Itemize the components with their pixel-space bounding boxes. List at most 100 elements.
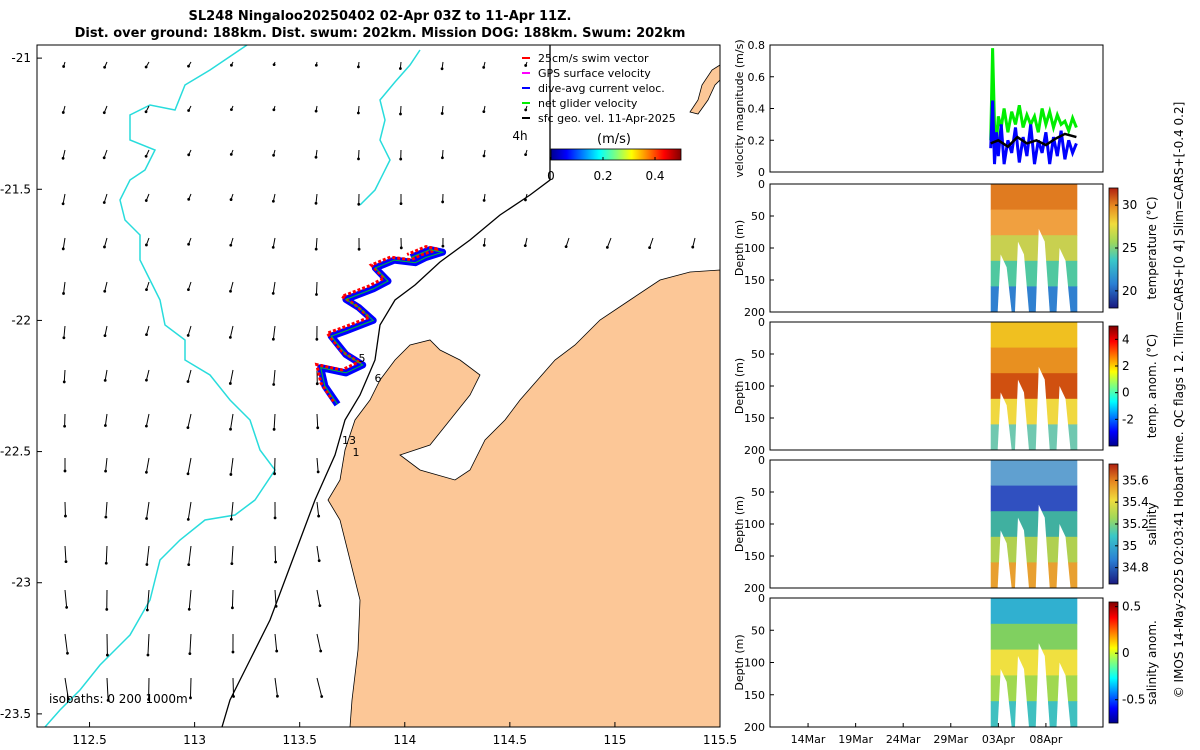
geo-vector-head	[61, 247, 65, 251]
colorbar-tick-label: -2	[1122, 412, 1134, 426]
geo-vector-head	[145, 563, 149, 566]
depth-tick-label: 200	[744, 306, 765, 319]
geo-vector-head	[186, 518, 190, 521]
colorbar-tick-label: 0.2	[593, 169, 612, 183]
geo-vector-arrow	[62, 193, 66, 204]
geo-vector-head	[229, 517, 233, 521]
colorbar-tick-label: 2	[1122, 359, 1130, 373]
map-x-tick-label: 113	[183, 733, 206, 747]
geo-vector-head	[61, 202, 65, 206]
section-data-gap	[1056, 524, 1071, 588]
geo-vector-head	[441, 200, 445, 204]
geo-vector-arrow	[187, 413, 192, 428]
section-data-band	[990, 184, 1078, 211]
geo-vector-arrow	[189, 633, 192, 654]
geo-vector-arrow	[62, 149, 66, 159]
depth-tick-label: 150	[744, 412, 765, 425]
velocity-series-line	[990, 132, 1077, 149]
geo-vector-arrow	[103, 237, 108, 248]
geo-vector-head	[187, 288, 190, 291]
geo-vector-head	[314, 247, 318, 251]
legend-entry: net glider velocity	[538, 97, 638, 110]
geo-vector-head	[276, 694, 279, 698]
geo-vector-arrow	[229, 325, 234, 338]
geo-vector-head	[399, 112, 402, 116]
geo-vector-head	[103, 334, 107, 338]
geo-vector-arrow	[64, 589, 68, 608]
section-data-gap	[1035, 504, 1050, 588]
depth-axis-label: Depth (m)	[733, 634, 746, 690]
section-variable-label: temperature (°C)	[1145, 197, 1159, 300]
net-glider-track	[320, 249, 445, 405]
geo-vector-head	[482, 243, 486, 247]
geo-vector-arrow	[62, 237, 66, 249]
geo-vector-head	[144, 199, 148, 202]
geo-vector-head	[62, 292, 65, 295]
geo-vector-arrow	[64, 633, 68, 654]
section-data-gap	[997, 530, 1012, 588]
colorbar-tick-label: -0.5	[1122, 693, 1145, 707]
geo-vector-head	[314, 109, 318, 113]
geo-vector-arrow	[187, 369, 192, 382]
geo-vector-arrow	[145, 457, 150, 473]
geo-vector-head	[189, 696, 192, 700]
map-x-tick-label: 112.5	[72, 733, 106, 747]
geo-vector-head	[317, 514, 321, 518]
map-x-tick-label: 114.5	[493, 733, 527, 747]
depth-tick-label: 150	[744, 689, 765, 702]
geo-vector-arrow	[649, 237, 654, 248]
section-variable-label: salinity	[1145, 502, 1159, 545]
geo-vector-arrow	[315, 281, 318, 295]
geo-vector-head	[314, 201, 318, 205]
track-day-label: 13	[342, 434, 356, 447]
track-day-label: 5	[359, 352, 366, 365]
geo-vector-head	[145, 243, 148, 247]
geo-vector-arrow	[230, 413, 234, 430]
geo-vector-head	[187, 197, 191, 201]
depth-tick-label: 100	[744, 380, 765, 393]
time-tick-label: 19Mar	[838, 733, 873, 746]
geo-vector-arrow	[104, 369, 108, 381]
section-data-gap	[1014, 656, 1029, 727]
geo-vector-head	[272, 153, 276, 157]
depth-tick-label: 100	[744, 242, 765, 255]
depth-tick-label: 200	[744, 721, 765, 734]
colorbar-tick-label: 0	[547, 169, 555, 183]
geo-vector-head	[65, 606, 69, 609]
depth-axis-label: Depth (m)	[733, 220, 746, 276]
geo-vector-head	[104, 561, 108, 565]
geo-vector-head	[229, 243, 233, 247]
geo-vector-head	[230, 108, 233, 112]
velocity-y-tick-label: 0	[758, 166, 765, 179]
geo-vector-head	[398, 67, 402, 70]
geo-vector-head	[357, 157, 360, 161]
geo-vector-arrow	[230, 281, 234, 292]
geo-vector-head	[271, 292, 275, 295]
geo-vector-head	[186, 426, 190, 430]
colorbar-tick-label: 0	[1122, 646, 1130, 660]
colorbar-tick-label: 0.4	[645, 169, 664, 183]
geo-vector-arrow	[104, 413, 108, 426]
geo-vector-arrow	[274, 677, 278, 697]
copyright-note: © IMOS 14-May-2025 02:03:41 Hobart time.…	[1172, 102, 1186, 699]
map-y-tick-label: -23	[11, 576, 31, 590]
geo-vector-arrow	[188, 545, 192, 565]
geo-vector-head	[399, 246, 403, 250]
geo-vector-head	[61, 111, 65, 114]
colorbar-tick-label: 0	[1122, 386, 1130, 400]
section-data-band	[990, 623, 1078, 651]
section-data-band	[990, 460, 1078, 487]
geo-vector-head	[320, 695, 324, 698]
velocity-panel	[769, 44, 1104, 173]
geo-vector-head	[146, 653, 150, 657]
geo-vector-head	[691, 245, 695, 249]
geo-vector-arrow	[315, 193, 318, 204]
geo-vector-arrow	[272, 325, 276, 340]
geo-vector-head	[482, 154, 486, 158]
track-day-label: 6	[375, 372, 382, 385]
velocity-y-tick-label: 0.8	[748, 39, 766, 52]
section-data-gap	[1014, 241, 1029, 312]
time-tick-label: 08Apr	[1029, 733, 1063, 746]
geo-vector-head	[144, 424, 148, 428]
section-frame	[769, 183, 1104, 313]
